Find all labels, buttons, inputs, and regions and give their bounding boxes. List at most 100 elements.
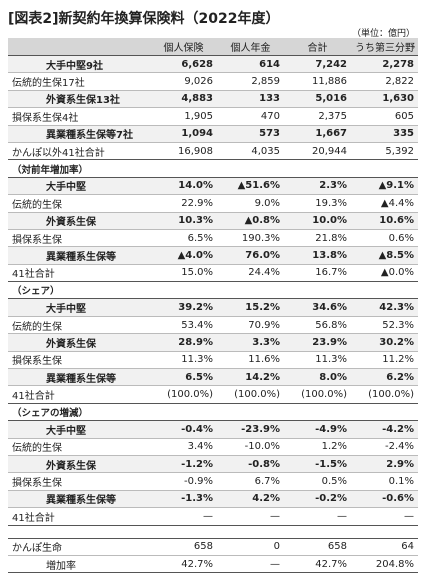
table-row: 大手中堅 39.2% 15.2% 34.6% 42.3%	[8, 298, 418, 317]
row-label: 損保系生保	[8, 351, 150, 370]
header-cell: 合計	[284, 38, 351, 56]
table-cell: 6,628	[150, 55, 217, 74]
table-cell: 8.0%	[284, 368, 351, 387]
table-row: 損保系生保 -0.9% 6.7% 0.5% 0.1%	[8, 472, 418, 491]
table-cell: 10.3%	[150, 212, 217, 230]
table-cell: ▲9.1%	[351, 177, 418, 196]
table-cell: 5,016	[284, 90, 351, 109]
table-cell: —	[217, 507, 284, 526]
table-cell: 30.2%	[351, 333, 418, 352]
row-label: 大手中堅	[8, 420, 150, 439]
section-heading: （対前年増加率）	[8, 159, 418, 178]
table-cell: 1,630	[351, 90, 418, 109]
row-label: 伝統的生保	[8, 316, 150, 335]
table-cell: 11,886	[284, 72, 351, 91]
row-label: 外資系生保	[8, 333, 150, 352]
table-row: 外資系生保 28.9% 3.3% 23.9% 30.2%	[8, 333, 418, 352]
table-cell: —	[217, 555, 284, 574]
row-label: 外資系生保	[8, 212, 150, 230]
table-row: 大手中堅 14.0% ▲51.6% 2.3% ▲9.1%	[8, 177, 418, 196]
table-cell: 11.3%	[150, 351, 217, 370]
table-cell: -1.2%	[150, 455, 217, 474]
table-cell: 9.0%	[217, 194, 284, 213]
table-cell: 13.8%	[284, 246, 351, 265]
table-cell: 2.9%	[351, 455, 418, 474]
table-cell: -1.3%	[150, 490, 217, 509]
table-cell: ▲4.0%	[150, 246, 217, 265]
table-cell: 6.5%	[150, 229, 217, 248]
table-row: 外資系生保 -1.2% -0.8% -1.5% 2.9%	[8, 455, 418, 474]
row-label: 損保系生保4社	[8, 107, 150, 126]
table-cell: 70.9%	[217, 316, 284, 335]
row-label: 大手中堅9社	[8, 55, 150, 74]
table-row: 異業種系生保等 ▲4.0% 76.0% 13.8% ▲8.5%	[8, 246, 418, 265]
table-cell: ▲0.0%	[351, 264, 418, 283]
section-heading: （シェア）	[8, 281, 418, 300]
table-row: 大手中堅 -0.4% -23.9% -4.9% -4.2%	[8, 420, 418, 439]
table-cell: 20,944	[284, 142, 351, 161]
table-cell: -0.8%	[217, 455, 284, 474]
table-cell: 10.0%	[284, 212, 351, 230]
table-cell: 0.5%	[284, 472, 351, 491]
table-cell: 6.2%	[351, 368, 418, 387]
header-cell: 個人保険	[150, 38, 217, 56]
table-cell: 6.7%	[217, 472, 284, 491]
table-cell: 9,026	[150, 72, 217, 91]
table-cell: -4.9%	[284, 420, 351, 439]
table-cell: 11.2%	[351, 351, 418, 370]
table-row: かんぽ以外41社合計 16,908 4,035 20,944 5,392	[8, 142, 418, 161]
table-cell: 2.3%	[284, 177, 351, 196]
table-row: 異業種系生保等 -1.3% 4.2% -0.2% -0.6%	[8, 490, 418, 509]
table-row: 伝統的生保17社 9,026 2,859 11,886 2,822	[8, 72, 418, 91]
table-row: 41社合計 15.0% 24.4% 16.7% ▲0.0%	[8, 264, 418, 283]
row-label: 異業種系生保等	[8, 246, 150, 265]
table-cell: 335	[351, 125, 418, 143]
table-cell: 2,859	[217, 72, 284, 91]
table-row: 増加率 42.7% —42.7% 204.8%	[8, 555, 418, 574]
table-row: 41社合計 (100.0%) (100.0%) (100.0%) (100.0%)	[8, 385, 418, 404]
header-cell	[8, 38, 150, 56]
table-cell: 0.1%	[351, 472, 418, 491]
table-row: 外資系生保 10.3% ▲0.8% 10.0% 10.6%	[8, 212, 418, 230]
table-cell: 4,035	[217, 142, 284, 161]
section-heading: （シェアの増減）	[8, 403, 418, 422]
table-cell: -4.2%	[351, 420, 418, 439]
table-cell: —	[284, 507, 351, 526]
table-cell: 11.3%	[284, 351, 351, 370]
table-cell: 470	[217, 107, 284, 126]
row-label: 外資系生保13社	[8, 90, 150, 109]
title: [図表2]新契約年換算保険料（2022年度）	[8, 11, 280, 27]
table-row: 伝統的生保 22.9% 9.0% 19.3% ▲4.4%	[8, 194, 418, 213]
table-cell: 16,908	[150, 142, 217, 161]
table-cell: 15.2%	[217, 298, 284, 317]
table-cell: 605	[351, 107, 418, 126]
table-cell: 3.4%	[150, 438, 217, 456]
table-cell: 42.7%	[150, 555, 217, 574]
table-cell: 2,375	[284, 107, 351, 126]
table-cell: 133	[217, 90, 284, 109]
row-label: 異業種系生保等7社	[8, 125, 150, 143]
table-cell: ▲8.5%	[351, 246, 418, 265]
table-row: 大手中堅9社 6,628 614 7,242 2,278	[8, 55, 418, 74]
table-cell: ▲51.6%	[217, 177, 284, 196]
table-row: 異業種系生保等 6.5% 14.2% 8.0% 6.2%	[8, 368, 418, 387]
table-cell: -2.4%	[351, 438, 418, 456]
table-cell: 52.3%	[351, 316, 418, 335]
table-cell: -0.9%	[150, 472, 217, 491]
row-label: かんぽ以外41社合計	[8, 142, 150, 161]
table-cell: —	[150, 507, 217, 526]
table-cell: 573	[217, 125, 284, 143]
table-cell: 24.4%	[217, 264, 284, 283]
row-label: かんぽ生命	[8, 538, 150, 556]
row-label: 41社合計	[8, 507, 150, 526]
spacer-cell	[8, 525, 418, 539]
table-cell: 21.8%	[284, 229, 351, 248]
table-cell: 658	[150, 538, 217, 556]
table-cell: 3.3%	[217, 333, 284, 352]
table-cell: 42.3%	[351, 298, 418, 317]
table-cell: 2,278	[351, 55, 418, 74]
table-cell: 11.6%	[217, 351, 284, 370]
row-label: 伝統的生保17社	[8, 72, 150, 91]
table-cell: 64	[351, 538, 418, 556]
